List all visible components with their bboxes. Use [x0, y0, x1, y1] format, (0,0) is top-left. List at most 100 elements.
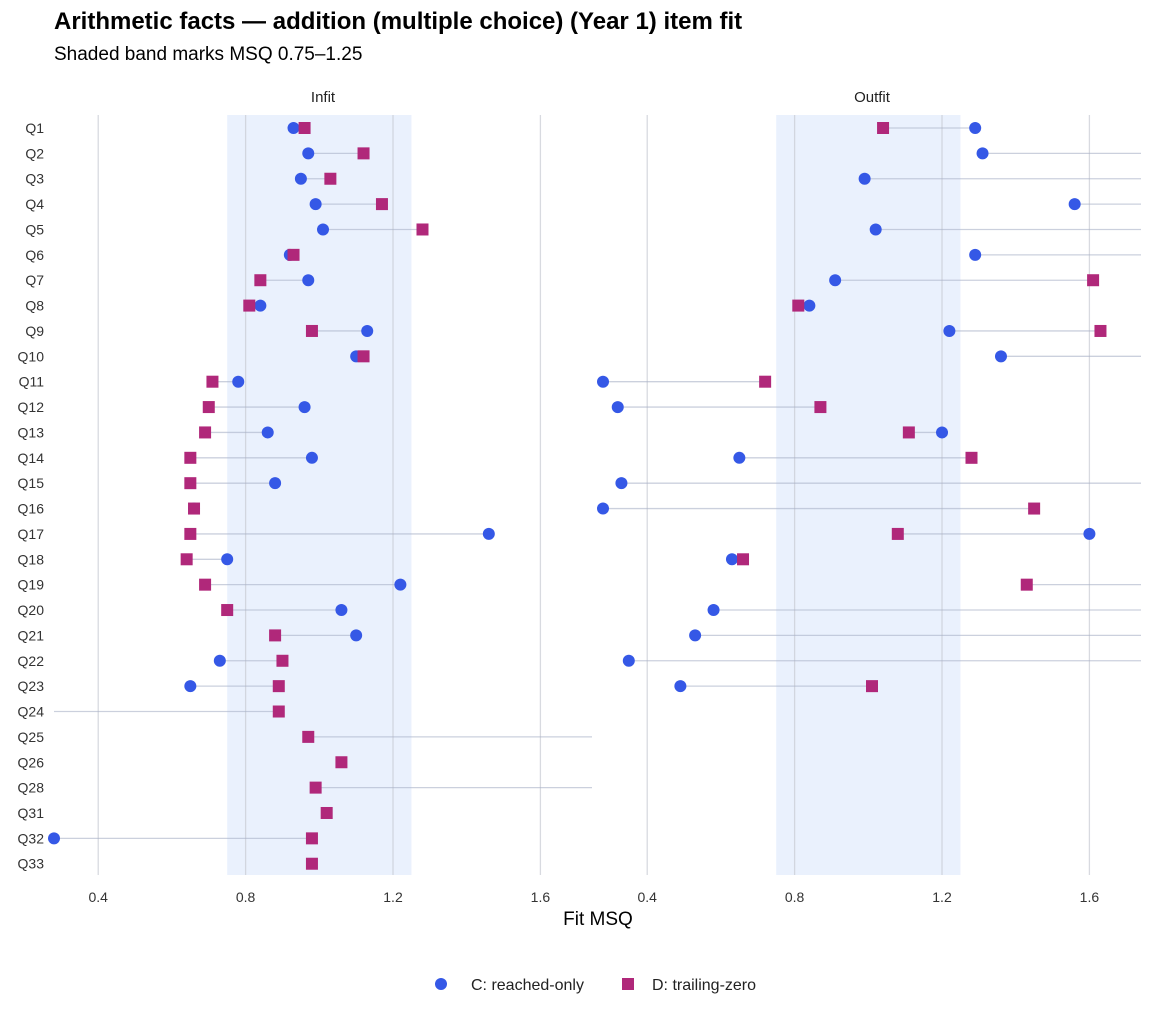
- point-trailing-zero: [877, 122, 890, 134]
- point-reached-only: [48, 832, 60, 845]
- y-tick-label: Q10: [18, 348, 45, 364]
- point-reached-only: [261, 426, 274, 439]
- point-trailing-zero: [1028, 502, 1041, 515]
- point-trailing-zero: [965, 451, 978, 464]
- y-tick-label: Q28: [18, 780, 45, 796]
- point-reached-only: [184, 680, 197, 693]
- y-tick-label: Q19: [18, 577, 45, 593]
- y-tick-label: Q18: [18, 551, 45, 567]
- y-tick-label: Q21: [18, 627, 45, 643]
- y-tick-label: Q9: [25, 323, 44, 339]
- y-tick-label: Q23: [18, 678, 45, 694]
- y-tick-label: Q4: [25, 196, 44, 212]
- point-reached-only: [269, 477, 282, 490]
- point-trailing-zero: [357, 350, 370, 363]
- x-tick-label: 1.2: [383, 889, 403, 905]
- point-reached-only: [317, 223, 329, 236]
- y-tick-label: Q26: [18, 754, 45, 770]
- point-reached-only: [725, 553, 738, 566]
- point-reached-only: [302, 274, 315, 287]
- point-trailing-zero: [866, 680, 878, 693]
- point-trailing-zero: [184, 477, 197, 490]
- y-tick-label: Q8: [25, 298, 44, 314]
- y-tick-label: Q25: [18, 729, 45, 745]
- point-trailing-zero: [272, 680, 285, 693]
- point-reached-only: [350, 629, 363, 642]
- point-reached-only: [287, 122, 300, 134]
- point-reached-only: [361, 324, 374, 337]
- y-tick-label: Q3: [25, 171, 44, 187]
- x-tick-label: 0.4: [637, 889, 657, 905]
- msq-band: [776, 115, 961, 875]
- point-trailing-zero: [759, 375, 772, 388]
- point-reached-only: [221, 553, 234, 566]
- x-tick-label: 0.8: [785, 889, 805, 905]
- point-trailing-zero: [324, 172, 337, 185]
- point-reached-only: [733, 451, 746, 464]
- point-trailing-zero: [320, 806, 333, 819]
- point-trailing-zero: [335, 756, 348, 769]
- point-trailing-zero: [287, 248, 300, 261]
- point-trailing-zero: [276, 654, 289, 667]
- y-tick-label: Q13: [18, 424, 45, 440]
- y-tick-label: Q2: [25, 145, 44, 161]
- point-trailing-zero: [180, 553, 193, 566]
- legend-marker-trailing-zero: [622, 978, 634, 990]
- point-reached-only: [969, 248, 982, 261]
- x-tick-label: 0.8: [236, 889, 256, 905]
- point-reached-only: [707, 604, 720, 617]
- point-reached-only: [254, 299, 267, 312]
- x-axis-label: Fit MSQ: [563, 909, 633, 930]
- panel-infit: 0.4 0.8 1.2 1.6 Infit Q1 Q2 Q3 Q4 Q5 Q6 Q7 Q8 Q9 Q10 Q1…: [18, 89, 592, 905]
- point-trailing-zero: [184, 527, 197, 540]
- point-reached-only: [309, 198, 322, 211]
- point-trailing-zero: [737, 553, 750, 566]
- y-tick-label: Q1: [25, 120, 44, 136]
- point-reached-only: [615, 477, 628, 490]
- point-trailing-zero: [188, 502, 201, 515]
- point-reached-only: [943, 324, 956, 337]
- point-reached-only: [611, 401, 624, 414]
- y-tick-label: Q16: [18, 501, 45, 517]
- point-reached-only: [994, 350, 1007, 363]
- point-reached-only: [305, 451, 318, 464]
- point-reached-only: [869, 223, 882, 236]
- y-tick-label: Q24: [18, 704, 45, 720]
- point-trailing-zero: [298, 122, 311, 134]
- point-reached-only: [213, 654, 226, 667]
- point-trailing-zero: [902, 426, 915, 439]
- point-trailing-zero: [305, 857, 318, 870]
- y-tick-label: Q22: [18, 653, 45, 669]
- y-tick-label: Q11: [19, 374, 45, 390]
- legend-label-trailing-zero: D: trailing-zero: [652, 977, 756, 994]
- y-tick-label: Q33: [18, 856, 45, 872]
- panel-title: Infit: [311, 89, 336, 106]
- point-reached-only: [597, 375, 609, 388]
- x-tick-label: 1.6: [1080, 889, 1100, 905]
- point-trailing-zero: [243, 299, 256, 312]
- point-trailing-zero: [206, 375, 219, 388]
- point-reached-only: [1068, 198, 1081, 211]
- point-reached-only: [394, 578, 407, 591]
- y-tick-label: Q6: [25, 247, 44, 263]
- y-tick-label: Q14: [18, 450, 45, 466]
- point-reached-only: [232, 375, 245, 388]
- point-reached-only: [622, 654, 635, 667]
- legend-label-reached-only: C: reached-only: [471, 977, 584, 994]
- chart-title: Arithmetic facts — addition (multiple ch…: [54, 8, 743, 35]
- y-tick-label: Q7: [25, 272, 44, 288]
- point-reached-only: [482, 527, 495, 540]
- point-trailing-zero: [199, 426, 212, 439]
- point-reached-only: [298, 401, 311, 414]
- panels: 0.4 0.8 1.2 1.6 Infit Q1 Q2 Q3 Q4 Q5 Q6 Q7 Q8 Q9 Q10 Q1…: [18, 89, 1141, 905]
- y-tick-label: Q15: [18, 475, 45, 491]
- point-trailing-zero: [202, 401, 215, 414]
- panel-outfit: 0.4 0.8 1.2 1.6 Outfit: [597, 89, 1141, 905]
- y-tick-label: Q20: [18, 602, 45, 618]
- point-trailing-zero: [199, 578, 212, 591]
- point-reached-only: [969, 122, 982, 134]
- legend: C: reached-only D: trailing-zero: [435, 977, 756, 994]
- msq-band: [227, 115, 412, 875]
- point-reached-only: [803, 299, 816, 312]
